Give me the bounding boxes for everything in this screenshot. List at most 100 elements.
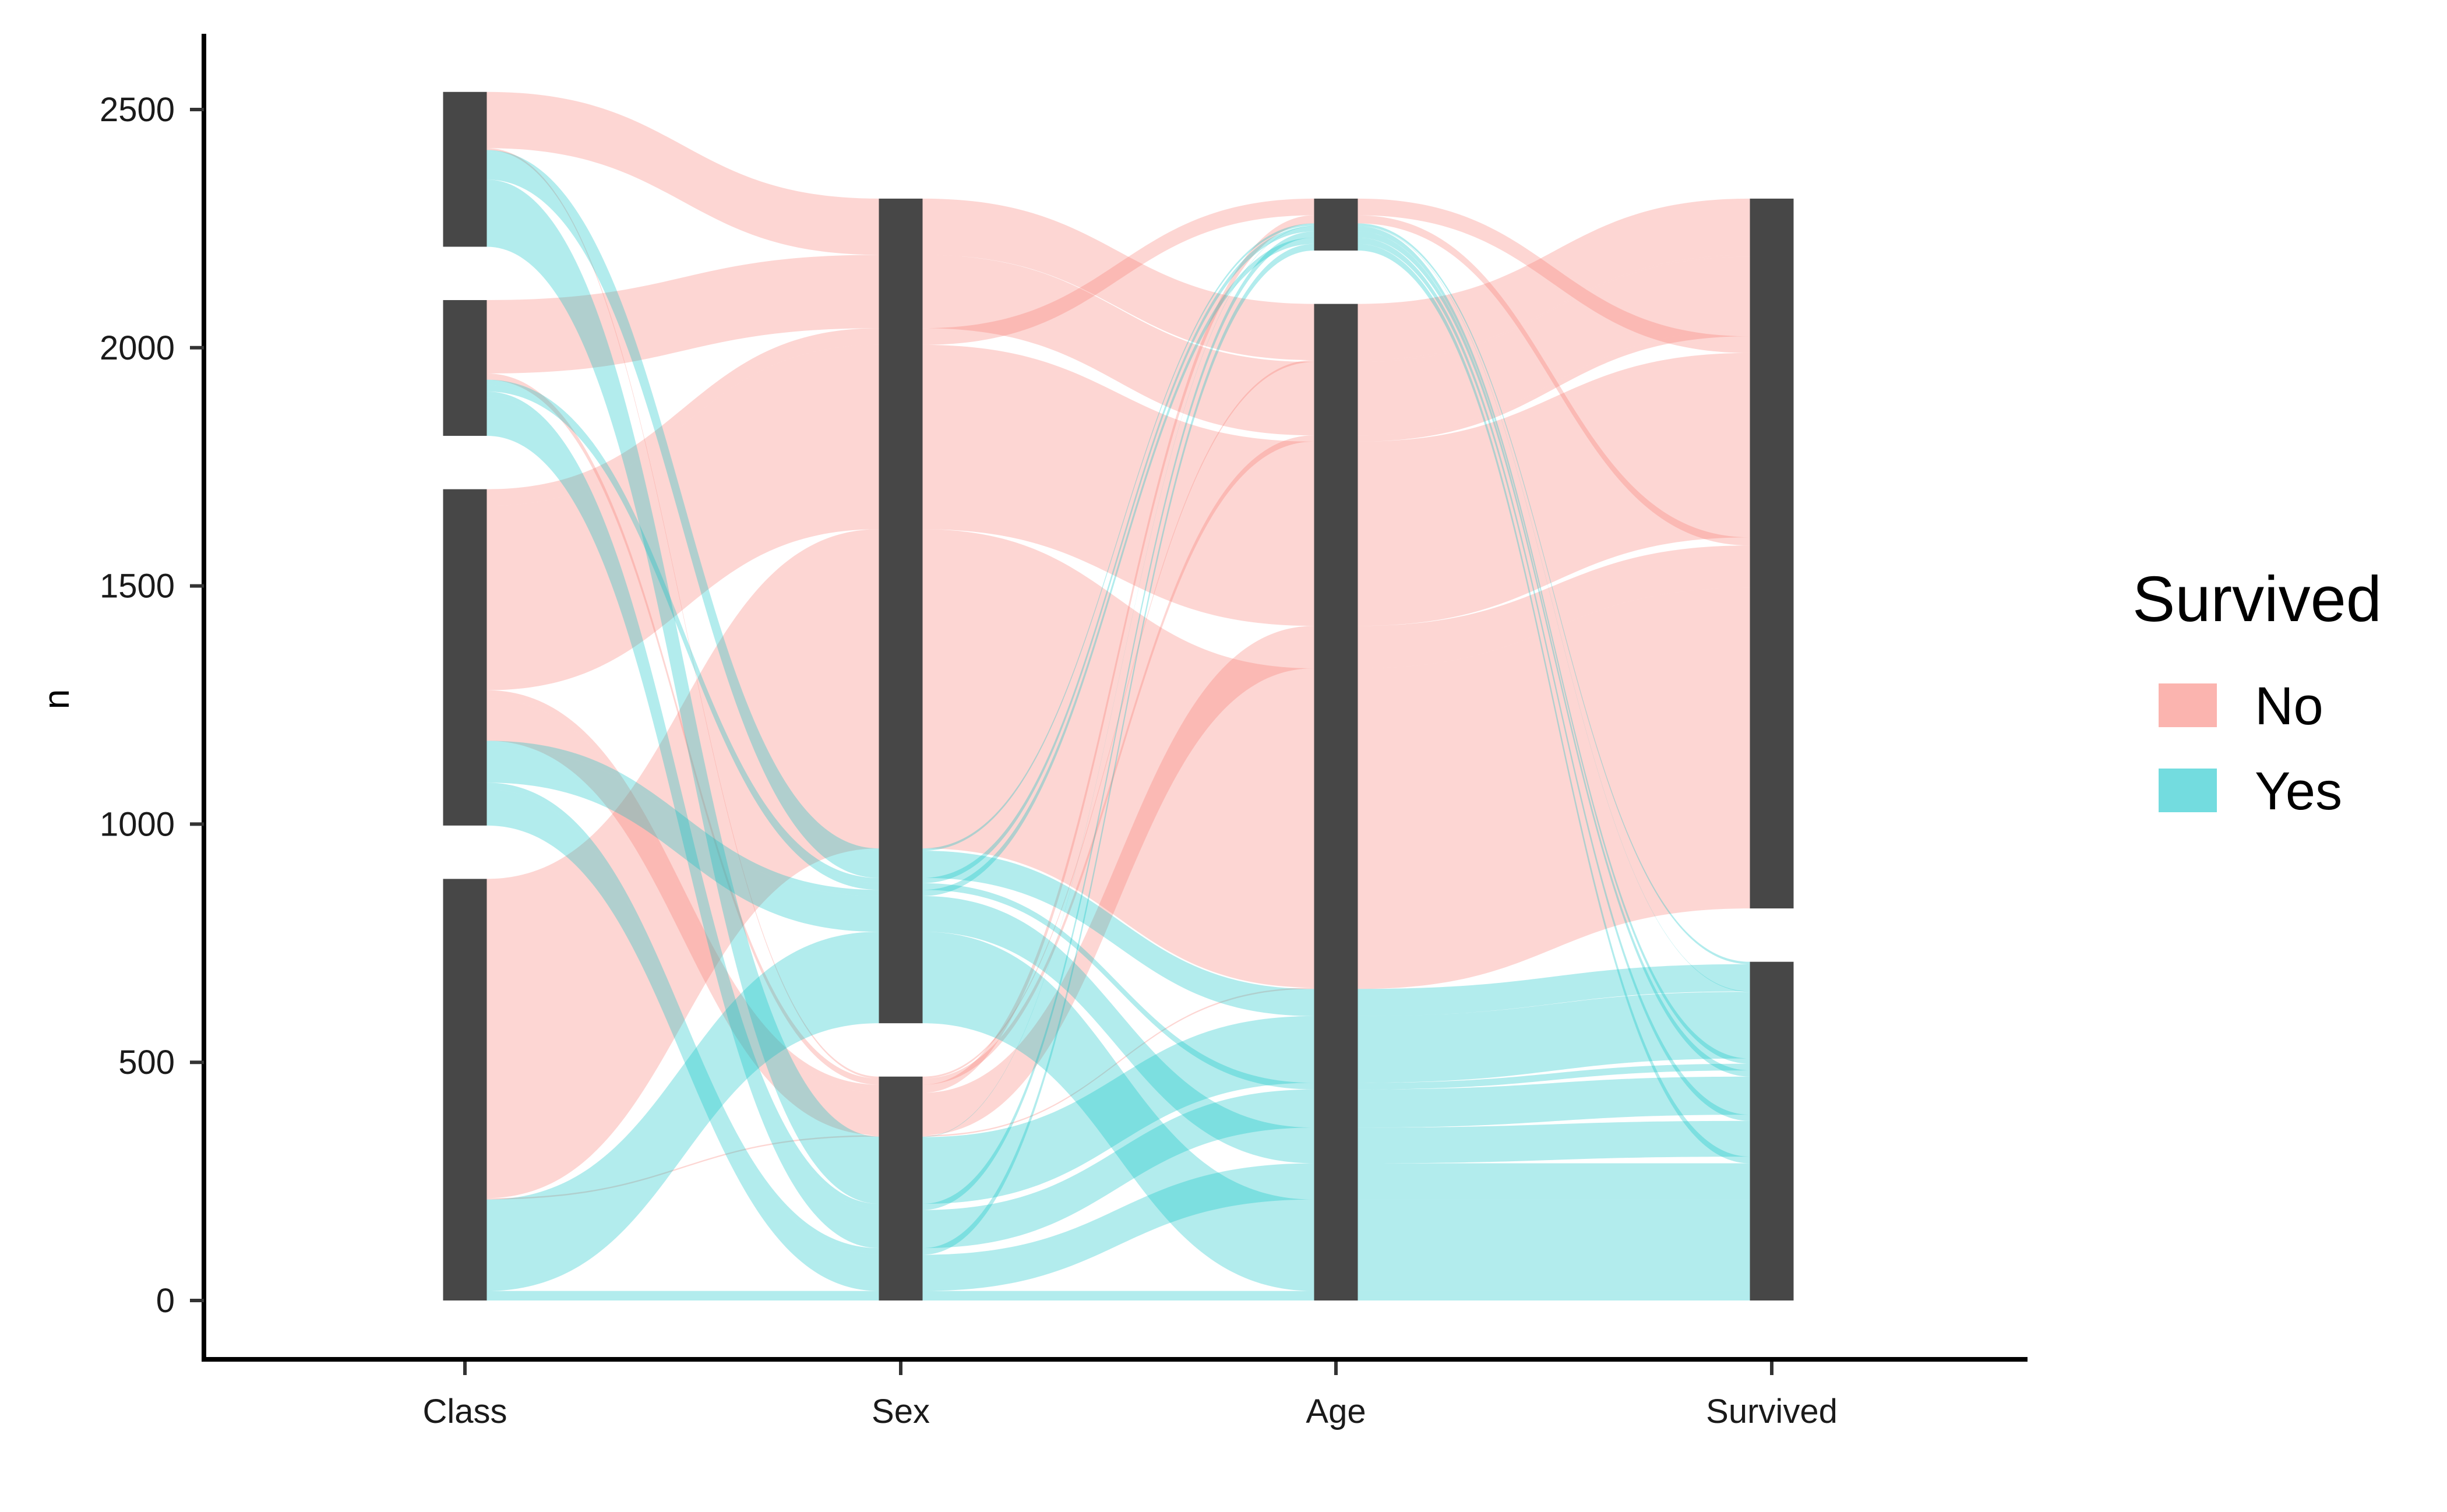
flow-sex-age-22 xyxy=(922,1163,1314,1291)
y-axis-title: n xyxy=(37,689,77,709)
flow-class-sex-6 xyxy=(486,148,879,1079)
flow-age-survived-2 xyxy=(1358,198,1750,361)
flow-sex-age-19 xyxy=(922,932,1314,1291)
stratum-class-1st xyxy=(443,91,487,247)
x-tick-label-class: Class xyxy=(422,1393,507,1430)
flow-age-survived-11 xyxy=(1358,226,1750,1064)
flow-age-survived-17 xyxy=(1358,1063,1750,1090)
flow-age-survived-18 xyxy=(1358,1120,1750,1164)
y-tick-label: 500 xyxy=(118,1044,175,1081)
flow-age-survived-23 xyxy=(1358,1291,1750,1300)
stratum-class-crew xyxy=(443,879,487,1300)
flow-class-sex-9 xyxy=(486,1135,879,1200)
flow-age-survived-0 xyxy=(1358,198,1750,353)
flow-age-survived-12 xyxy=(1358,237,1750,1121)
flow-sex-age-11 xyxy=(922,226,1314,883)
flow-sex-age-5 xyxy=(922,529,1314,988)
flow-class-sex-8 xyxy=(486,698,879,1136)
flow-sex-age-16 xyxy=(922,851,1314,1016)
flow-age-survived-13 xyxy=(1358,225,1750,992)
stratum-age-adult xyxy=(1314,304,1358,1300)
flow-age-survived-9 xyxy=(1358,907,1750,989)
y-tick-label: 2500 xyxy=(100,91,175,129)
flow-class-sex-20 xyxy=(486,180,879,1204)
flow-class-sex-4 xyxy=(486,344,879,690)
flow-sex-age-3 xyxy=(922,255,1314,436)
stratum-survived-yes xyxy=(1750,961,1794,1300)
legend-entries: No Yes xyxy=(2159,676,2342,821)
flow-sex-age-0 xyxy=(922,198,1314,345)
legend-label-yes: Yes xyxy=(2255,762,2342,821)
flow-age-survived-10 xyxy=(1358,223,1750,964)
flow-sex-age-9 xyxy=(922,987,1314,1137)
flow-age-survived-8 xyxy=(1358,545,1750,669)
y-tick-label: 1000 xyxy=(100,805,175,843)
flow-sex-age-20 xyxy=(922,1016,1314,1204)
flows-layer xyxy=(486,91,1750,1300)
flow-class-sex-2 xyxy=(486,91,879,255)
stratum-survived-no xyxy=(1750,198,1794,909)
flow-class-sex-21 xyxy=(486,397,879,1249)
flow-class-sex-12 xyxy=(486,741,879,896)
flow-age-survived-4 xyxy=(1358,353,1750,626)
flow-sex-age-4 xyxy=(922,344,1314,626)
flow-sex-age-17 xyxy=(922,883,1314,1090)
flow-sex-age-7 xyxy=(922,435,1314,1085)
flow-class-sex-7 xyxy=(486,373,879,1085)
y-tick-label: 1500 xyxy=(100,568,175,605)
flow-class-sex-0 xyxy=(486,328,879,506)
flow-class-sex-18 xyxy=(486,746,879,932)
x-tick-label-survived: Survived xyxy=(1706,1393,1838,1430)
flow-age-survived-22 xyxy=(1358,1163,1750,1200)
legend-title: Survived xyxy=(2132,563,2382,635)
flow-class-sex-13 xyxy=(486,179,879,1137)
flow-sex-age-15 xyxy=(922,244,1314,1255)
flow-age-survived-19 xyxy=(1358,1199,1750,1291)
flow-class-sex-15 xyxy=(486,783,879,1255)
flow-class-sex-3 xyxy=(486,255,879,373)
flow-sex-age-2 xyxy=(922,198,1314,361)
flow-sex-age-12 xyxy=(922,237,1314,896)
flow-class-sex-11 xyxy=(486,379,879,883)
flow-age-survived-6 xyxy=(1358,255,1750,362)
stratum-age-child xyxy=(1314,198,1358,251)
legend-swatch-yes xyxy=(2159,769,2217,812)
flow-sex-age-6 xyxy=(922,360,1314,1079)
flow-age-survived-14 xyxy=(1358,231,1750,1077)
y-tick-label: 2000 xyxy=(100,329,175,367)
flow-age-survived-16 xyxy=(1358,964,1750,1016)
x-tick-label-age: Age xyxy=(1306,1393,1366,1430)
axes-layer: n xyxy=(37,34,2028,1362)
flow-sex-age-23 xyxy=(922,1291,1314,1300)
stratum-sex-female xyxy=(879,1076,923,1300)
stratum-class-3rd xyxy=(443,489,487,826)
flow-class-sex-5 xyxy=(486,529,879,1199)
flow-age-survived-5 xyxy=(1358,587,1750,988)
legend-label-no: No xyxy=(2255,676,2323,736)
stratum-sex-male xyxy=(879,198,923,1024)
stratum-class-2nd xyxy=(443,300,487,436)
flow-age-survived-21 xyxy=(1358,1076,1750,1128)
flow-sex-age-10 xyxy=(922,223,1314,851)
flow-class-sex-14 xyxy=(486,392,879,1210)
flow-sex-age-8 xyxy=(922,626,1314,1136)
flow-age-survived-20 xyxy=(1358,992,1750,1083)
flow-sex-age-1 xyxy=(922,215,1314,1093)
flow-sex-age-21 xyxy=(922,1089,1314,1249)
flow-sex-age-13 xyxy=(922,225,1314,1137)
flow-age-survived-3 xyxy=(1358,256,1750,436)
flow-sex-age-18 xyxy=(922,896,1314,1164)
y-tick-label: 0 xyxy=(156,1282,175,1320)
flow-age-survived-7 xyxy=(1358,330,1750,442)
flow-class-sex-23 xyxy=(486,1291,879,1300)
flow-sex-age-14 xyxy=(922,231,1314,1210)
ticks-layer: 0 500 1000 1500 2000 2500 Class Sex Age Survived xyxy=(100,91,1838,1430)
legend-swatch-no xyxy=(2159,683,2217,727)
flow-class-sex-16 xyxy=(486,152,879,878)
flow-class-sex-10 xyxy=(486,150,879,851)
flow-class-sex-22 xyxy=(486,789,879,1291)
x-tick-label-sex: Sex xyxy=(872,1393,930,1430)
flow-age-survived-15 xyxy=(1358,244,1750,1164)
flow-class-sex-19 xyxy=(486,932,879,1291)
